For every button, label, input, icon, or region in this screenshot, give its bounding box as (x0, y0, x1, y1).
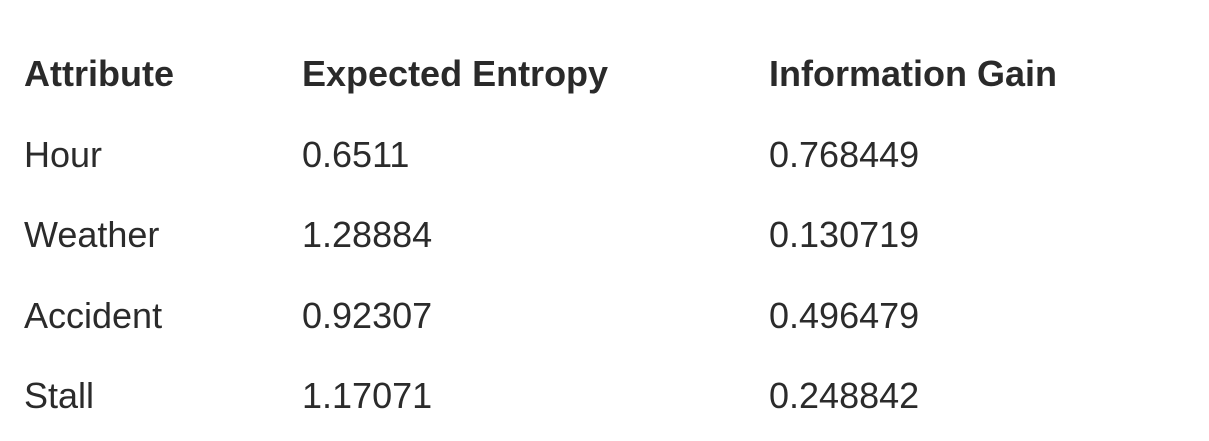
table-body: Hour 0.6511 0.768449 Weather 1.28884 0.1… (24, 115, 1189, 437)
header-row: Attribute Expected Entropy Information G… (24, 34, 1189, 115)
cell-attribute: Hour (24, 133, 103, 175)
cell-expected-entropy: 0.6511 (302, 133, 410, 175)
entropy-table: Attribute Expected Entropy Information G… (24, 34, 1189, 437)
cell-information-gain: 0.248842 (769, 375, 920, 417)
cell-attribute: Accident (24, 294, 163, 336)
header-information-gain: Information Gain (769, 53, 1057, 95)
header-attribute: Attribute (24, 53, 174, 95)
cell-expected-entropy: 1.17071 (302, 375, 433, 417)
cell-expected-entropy: 0.92307 (302, 294, 433, 336)
header-expected-entropy: Expected Entropy (302, 53, 609, 95)
table-row: Weather 1.28884 0.130719 (24, 195, 1189, 276)
cell-information-gain: 0.496479 (769, 294, 920, 336)
cell-attribute: Weather (24, 214, 160, 256)
cell-attribute: Stall (24, 375, 95, 417)
table-header: Attribute Expected Entropy Information G… (24, 34, 1189, 115)
cell-information-gain: 0.768449 (769, 133, 920, 175)
table-row: Hour 0.6511 0.768449 (24, 115, 1189, 196)
table-row: Accident 0.92307 0.496479 (24, 276, 1189, 357)
cell-expected-entropy: 1.28884 (302, 214, 433, 256)
cell-information-gain: 0.130719 (769, 214, 920, 256)
table-row: Stall 1.17071 0.248842 (24, 356, 1189, 437)
